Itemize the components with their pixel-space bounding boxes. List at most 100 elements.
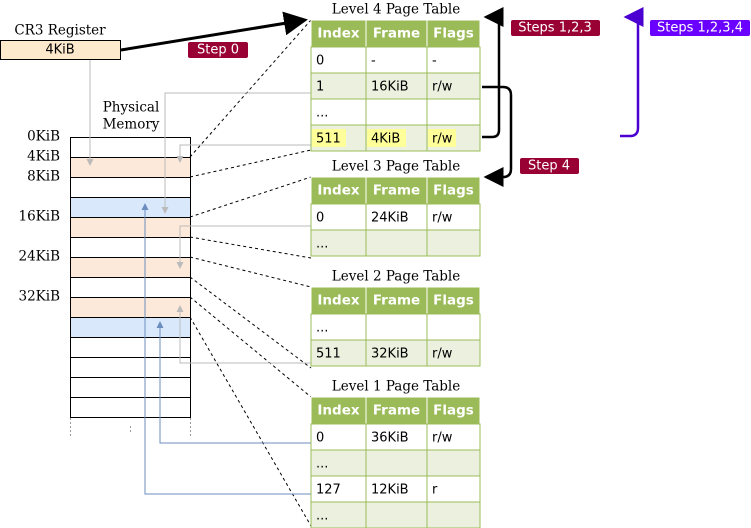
cell-text: 0 <box>316 54 324 69</box>
table-cell <box>310 501 367 528</box>
table-cell <box>310 98 367 126</box>
memory-frame <box>70 397 191 418</box>
header-cell <box>310 19 367 48</box>
highlight <box>312 129 346 147</box>
memory-address: 16KiB <box>18 209 60 225</box>
step-label: Steps 1,2,3 <box>518 21 592 36</box>
step-arrow <box>120 11 308 52</box>
header-text: Frame <box>373 293 420 309</box>
cell-text: - <box>432 54 437 69</box>
memory-frame <box>70 277 191 298</box>
page-tables: Level 4 Page Table Index Frame Flags 0 - - 1 16K… <box>310 2 481 528</box>
table-cell <box>365 313 428 341</box>
cell-text: r/w <box>432 347 453 362</box>
cell-text: 12KiB <box>371 483 409 498</box>
cell-text: r/w <box>432 80 453 95</box>
memory-column: 0KiB 4KiB 8KiB 16KiB 24KiB 32KiB <box>18 129 191 418</box>
header-text: Index <box>317 403 359 419</box>
cell-text: r/w <box>432 211 453 226</box>
step-arrow <box>620 7 644 138</box>
memory-address: 0KiB <box>27 129 60 145</box>
header-text: Frame <box>373 403 420 419</box>
memory-address: 24KiB <box>18 249 60 265</box>
memory-frame <box>70 237 191 258</box>
table-cell <box>365 501 428 528</box>
header-cell <box>365 286 428 315</box>
memory-address: 8KiB <box>27 169 60 185</box>
cell-text: ... <box>316 237 328 252</box>
highlight <box>367 129 406 147</box>
frame-mapping <box>189 19 312 527</box>
cell-text: r <box>432 483 438 498</box>
header-text: Flags <box>433 26 474 42</box>
highlight <box>428 129 456 147</box>
memory-frame <box>70 317 191 338</box>
table-cell <box>426 203 481 231</box>
cell-text: ... <box>316 321 328 336</box>
cell-text: 32KiB <box>371 347 409 362</box>
memory-frame <box>70 157 191 178</box>
table-title: Level 2 Page Table <box>332 269 460 285</box>
cr3-box <box>0 40 121 60</box>
memory-frame <box>70 377 191 398</box>
cell-text: r/w <box>432 132 453 147</box>
table-title: Level 1 Page Table <box>332 379 460 395</box>
cell-text: 511 <box>316 132 341 147</box>
table-cell <box>310 46 367 74</box>
memory-frame <box>70 177 191 198</box>
cell-text: 4KiB <box>371 132 400 147</box>
step-label: Step 0 <box>197 43 239 58</box>
cell-text: - <box>371 54 376 69</box>
header-text: Index <box>317 183 359 199</box>
memory-title: Physical <box>103 100 160 116</box>
table-cell <box>365 423 428 451</box>
table-cell <box>310 229 367 257</box>
table-cell <box>426 229 481 257</box>
memory-frame <box>70 337 191 358</box>
step-badge <box>650 20 750 36</box>
memory-frame <box>70 197 191 218</box>
header-text: Frame <box>373 183 420 199</box>
header-text: Frame <box>373 26 420 42</box>
table-cell <box>426 449 481 477</box>
step-arrow <box>482 85 513 187</box>
table-cell <box>426 501 481 528</box>
memory-frame <box>70 297 191 318</box>
memory-frame <box>70 137 191 158</box>
header-cell <box>365 396 428 425</box>
table-cell <box>426 313 481 341</box>
step-label: Steps 1,2,3,4 <box>657 21 743 36</box>
header-text: Flags <box>433 293 474 309</box>
table-cell <box>426 46 481 74</box>
table-cell <box>426 423 481 451</box>
table-cell <box>365 449 428 477</box>
cr3-value: 4KiB <box>45 43 74 58</box>
header-cell <box>310 396 367 425</box>
cell-text: 0 <box>316 431 324 446</box>
cell-text: 0 <box>316 211 324 226</box>
step-badge <box>188 42 248 58</box>
header-cell <box>426 19 481 48</box>
table-cell <box>426 98 481 126</box>
header-cell <box>426 286 481 315</box>
cell-text: 511 <box>316 347 341 362</box>
table-cell <box>310 313 367 341</box>
header-cell <box>426 396 481 425</box>
step-badge <box>520 158 579 174</box>
cr3-label: CR3 Register <box>14 23 106 39</box>
memory-frame <box>70 257 191 278</box>
table-cell <box>365 72 428 100</box>
table-cell <box>365 229 428 257</box>
memory-address: 4KiB <box>27 149 60 165</box>
step-arrow <box>482 7 504 139</box>
cell-text: 24KiB <box>371 211 409 226</box>
memory-address: 32KiB <box>18 289 60 305</box>
cell-text: 36KiB <box>371 431 409 446</box>
header-text: Flags <box>433 403 474 419</box>
cell-text: ... <box>316 509 328 524</box>
cell-text: ... <box>316 457 328 472</box>
header-text: Flags <box>433 183 474 199</box>
table-cell <box>310 339 367 367</box>
table-cell <box>310 475 367 503</box>
